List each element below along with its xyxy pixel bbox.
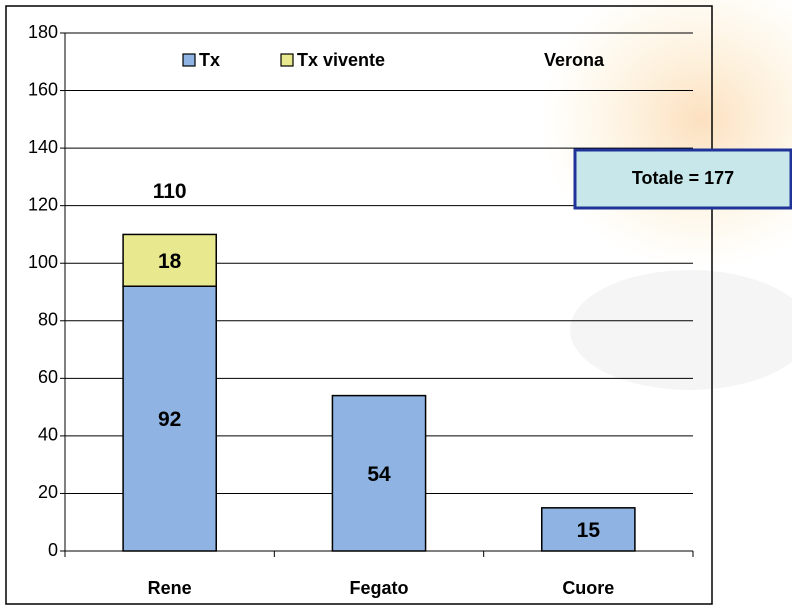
- y-tick-label: 80: [38, 310, 58, 330]
- value-label: 54: [367, 463, 391, 486]
- y-tick-label: 60: [38, 367, 58, 387]
- chart-frame: [5, 5, 713, 605]
- legend-label: Tx: [199, 50, 220, 70]
- legend-label: Tx vivente: [297, 50, 385, 70]
- annotation-box: [573, 148, 792, 210]
- y-tick-label: 120: [28, 194, 58, 214]
- x-tick-label: Fegato: [349, 578, 408, 598]
- subtitle: Verona: [544, 50, 605, 70]
- y-tick-label: 20: [38, 482, 58, 502]
- bar-segment: [122, 285, 217, 552]
- y-tick-label: 180: [28, 22, 58, 42]
- bar-segment: [331, 394, 427, 552]
- y-tick-label: 140: [28, 137, 58, 157]
- y-tick-label: 100: [28, 252, 58, 272]
- x-tick-label: Rene: [148, 578, 192, 598]
- background-logo: [540, 0, 792, 270]
- y-tick-label: 40: [38, 425, 58, 445]
- x-tick-label: Cuore: [562, 578, 614, 598]
- bar-segment: [541, 507, 636, 552]
- total-label: 110: [153, 180, 187, 203]
- legend-swatch: [182, 53, 196, 67]
- y-tick-label: 0: [48, 540, 58, 560]
- value-label: 15: [577, 519, 601, 542]
- value-label: 92: [158, 408, 181, 431]
- annotation: Totale = 177: [632, 168, 734, 188]
- value-label: 18: [158, 250, 182, 273]
- background-logo: [570, 270, 792, 390]
- bar-segment: [122, 233, 217, 287]
- plot-area: 0 20 40 60 80 100 120 140 160 180 Rene 92 18 110 Fegat…: [28, 22, 694, 598]
- y-tick-label: 160: [28, 79, 58, 99]
- legend-swatch: [280, 53, 294, 67]
